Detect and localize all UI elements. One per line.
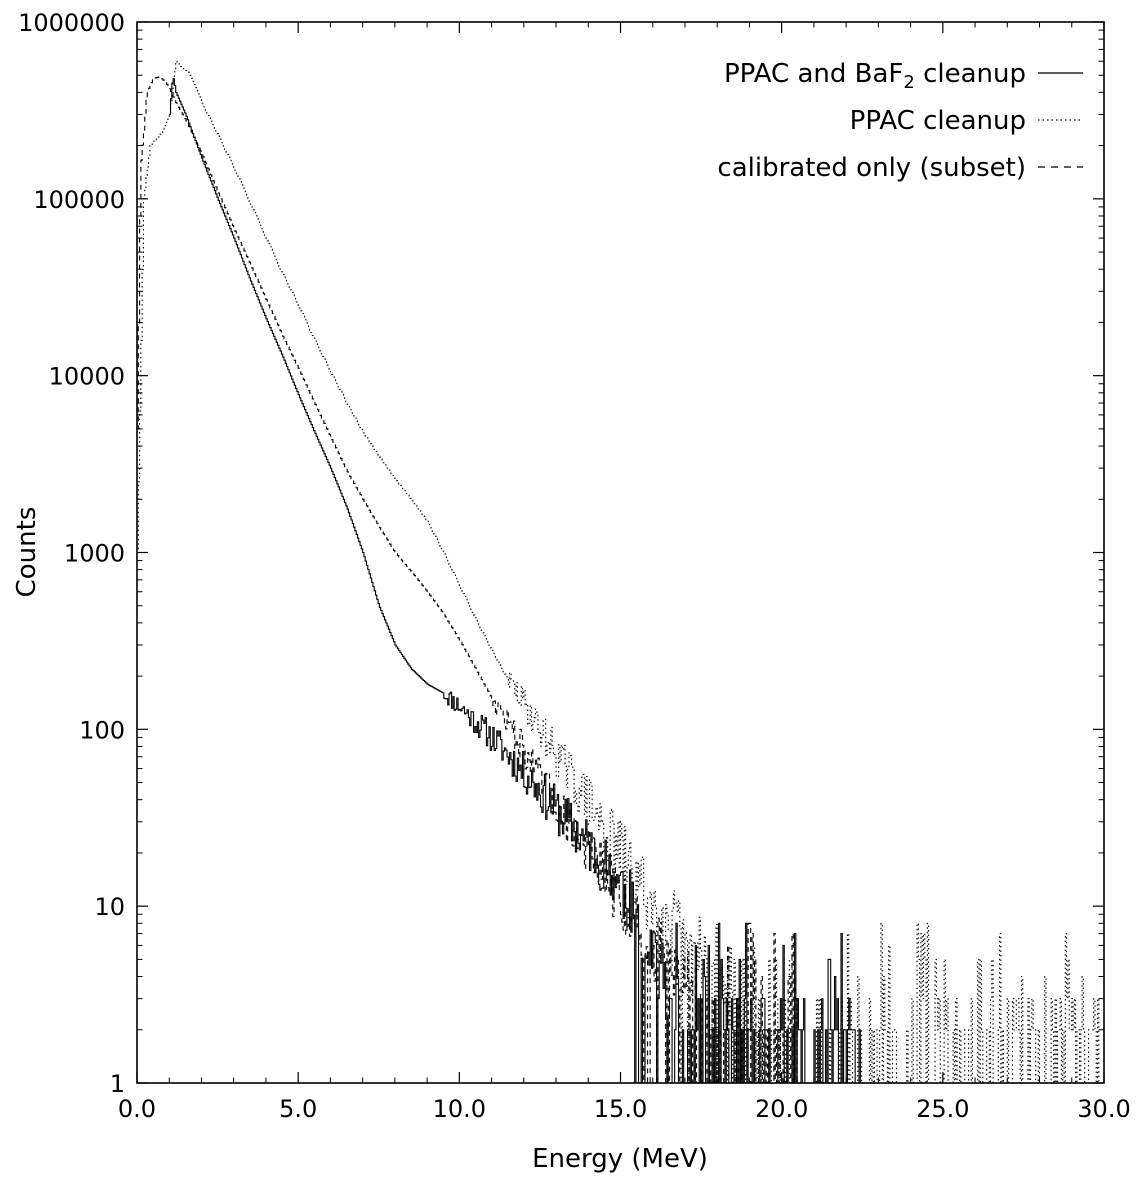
legend-label-calibrated: calibrated only (subset)	[717, 153, 1026, 183]
axis-ticks	[136, 21, 1105, 1084]
y-tick-label: 1000	[64, 540, 125, 568]
x-tick-label: 30.0	[1077, 1095, 1130, 1123]
x-tick-label: 5.0	[279, 1095, 317, 1123]
series-line-0	[169, 78, 863, 1084]
y-tick-label: 100	[79, 716, 125, 744]
legend-label-ppac-baf2: PPAC and BaF2 cleanup	[724, 59, 1026, 93]
legend: PPAC and BaF2 cleanup PPAC cleanup calib…	[717, 59, 1083, 183]
x-tick-label: 0.0	[118, 1095, 156, 1123]
series-line-2	[137, 76, 799, 1084]
y-tick-label: 100000	[33, 186, 125, 214]
series-line-1	[137, 60, 1105, 1084]
y-tick-label: 1000000	[18, 9, 125, 37]
series-layer	[137, 60, 1105, 1084]
x-tick-label: 15.0	[594, 1095, 647, 1123]
y-tick-label: 1	[110, 1070, 125, 1098]
y-axis-title: Counts	[12, 507, 42, 598]
axis-tick-labels: 0.0 5.0 10.0 15.0 20.0 25.0 30.0 1 10 100 1000 1000…	[18, 9, 1131, 1123]
y-tick-label: 10	[94, 893, 125, 921]
x-tick-label: 25.0	[916, 1095, 969, 1123]
y-tick-label: 10000	[49, 363, 125, 391]
x-tick-label: 10.0	[433, 1095, 486, 1123]
x-axis-title: Energy (MeV)	[532, 1144, 708, 1174]
x-tick-label: 20.0	[755, 1095, 808, 1123]
legend-label-ppac: PPAC cleanup	[850, 106, 1026, 136]
